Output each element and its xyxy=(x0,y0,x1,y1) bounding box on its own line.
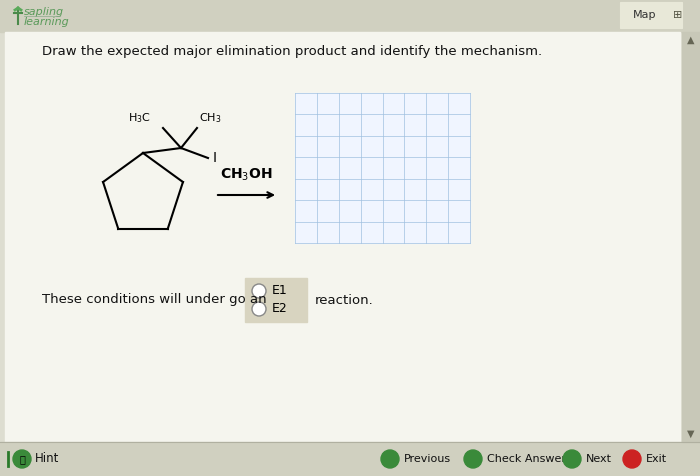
Text: ▼: ▼ xyxy=(687,429,694,439)
Circle shape xyxy=(381,450,399,468)
Text: Next: Next xyxy=(586,454,612,464)
Text: CH$_3$: CH$_3$ xyxy=(199,111,221,125)
Text: ▲: ▲ xyxy=(687,35,694,45)
Text: Draw the expected major elimination product and identify the mechanism.: Draw the expected major elimination prod… xyxy=(42,46,542,59)
Circle shape xyxy=(563,450,581,468)
Text: reaction.: reaction. xyxy=(315,294,374,307)
Text: Exit: Exit xyxy=(646,454,667,464)
Text: Check Answer: Check Answer xyxy=(487,454,566,464)
Circle shape xyxy=(13,450,31,468)
Text: sapling: sapling xyxy=(24,7,64,17)
Text: These conditions will under go an: These conditions will under go an xyxy=(42,294,267,307)
Text: Map: Map xyxy=(634,10,657,20)
Bar xyxy=(295,93,470,243)
Circle shape xyxy=(623,450,641,468)
Text: H$_3$C: H$_3$C xyxy=(128,111,151,125)
Circle shape xyxy=(252,302,266,316)
Circle shape xyxy=(252,284,266,298)
Text: 💡: 💡 xyxy=(19,454,25,464)
Text: Previous: Previous xyxy=(404,454,451,464)
Bar xyxy=(682,32,700,442)
Circle shape xyxy=(464,450,482,468)
Text: learning: learning xyxy=(24,17,70,27)
Text: I: I xyxy=(213,151,217,165)
Bar xyxy=(620,2,682,28)
Bar xyxy=(5,32,680,442)
Bar xyxy=(0,442,700,476)
Text: CH$_3$OH: CH$_3$OH xyxy=(220,167,273,183)
Text: E1: E1 xyxy=(272,285,288,298)
Text: E2: E2 xyxy=(272,303,288,316)
Text: ⊞: ⊞ xyxy=(673,10,682,20)
Bar xyxy=(0,0,700,32)
Bar xyxy=(245,278,307,322)
Text: Hint: Hint xyxy=(35,453,60,466)
